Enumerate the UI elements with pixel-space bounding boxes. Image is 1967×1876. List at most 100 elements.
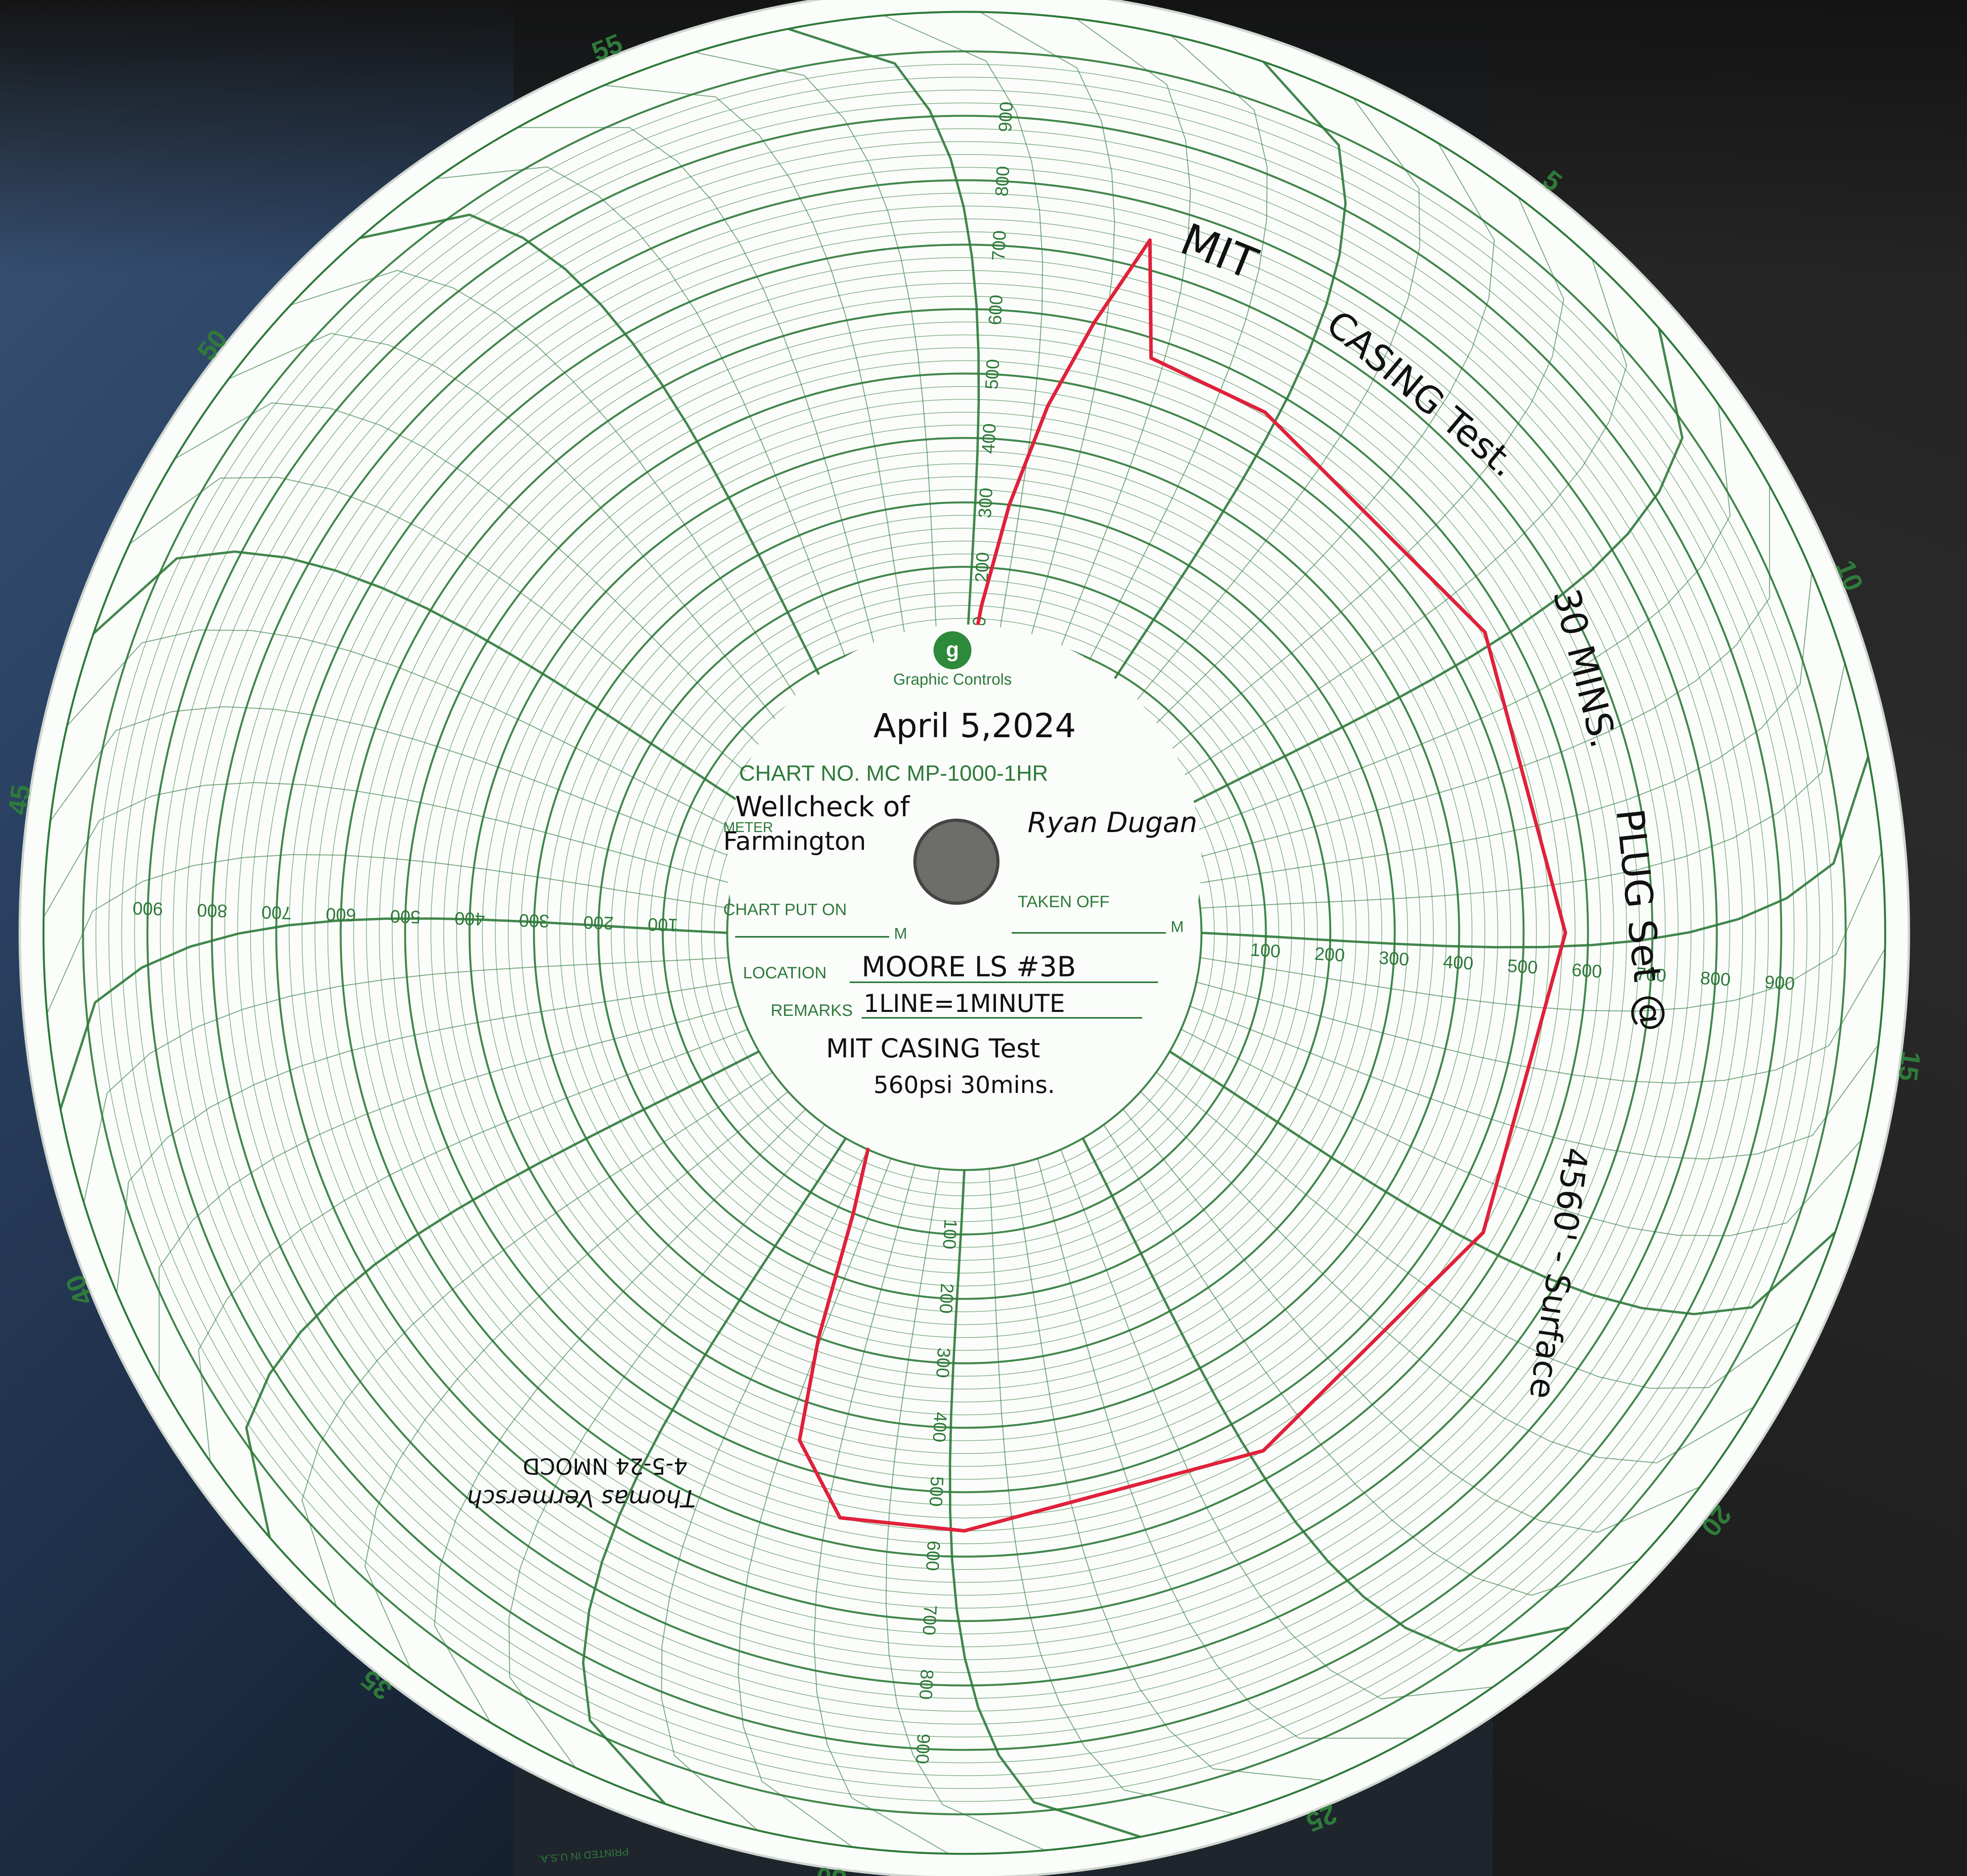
time-line — [508, 1124, 826, 1768]
time-line — [1201, 756, 1869, 949]
range-tick-label: 200 — [1314, 943, 1346, 966]
range-tick-label: 600 — [1571, 959, 1603, 982]
range-tick-label: 300 — [1378, 947, 1410, 970]
chart-put-on-m: M — [894, 925, 907, 942]
time-line — [988, 1168, 1234, 1814]
time-line — [1082, 1138, 1569, 1652]
range-tick-label: 300 — [932, 1347, 954, 1378]
time-line — [1169, 328, 1684, 815]
witness-signature-block: Thomas Vermersch 4-5-24 NMOCD — [467, 1453, 696, 1512]
time-line — [46, 854, 729, 1014]
pressure-trace — [798, 238, 1567, 1533]
pressure-ring — [559, 528, 1369, 1338]
meter-label: METER — [723, 819, 773, 835]
remarks-label: REMARKS — [771, 1001, 853, 1019]
chart-grid — [42, 11, 1886, 1855]
pressure-ring — [649, 618, 1279, 1248]
pressure-ring — [224, 193, 1705, 1673]
time-line — [1122, 143, 1495, 757]
range-tick-label: 800 — [197, 900, 228, 921]
remarks-value: 1LINE=1MINUTE — [864, 989, 1065, 1018]
center-hub — [913, 819, 1000, 905]
pressure-ring — [302, 270, 1627, 1596]
pressure-ring — [353, 321, 1576, 1544]
time-line — [517, 127, 892, 708]
time-line — [1140, 196, 1565, 775]
location-label: LOCATION — [743, 963, 827, 982]
range-tick-label: 900 — [1764, 972, 1795, 994]
time-line — [158, 1006, 739, 1380]
time-tick-label: 45 — [2, 783, 36, 816]
range-tick-label: 900 — [994, 101, 1017, 132]
time-line — [66, 629, 748, 837]
time-line — [83, 957, 729, 1203]
brand-logo-icon — [934, 631, 971, 669]
pressure-trace-line — [798, 238, 1567, 1533]
range-tick-label: 500 — [926, 1476, 948, 1507]
pressure-ring — [636, 605, 1292, 1261]
range-tick-label: 600 — [922, 1540, 944, 1571]
time-line — [434, 1109, 806, 1723]
pressure-ring — [572, 540, 1357, 1325]
time-line — [436, 166, 869, 717]
pressure-ring — [185, 154, 1743, 1712]
time-line — [198, 1029, 748, 1462]
pressure-ring — [121, 89, 1808, 1776]
pressure-ring — [327, 296, 1601, 1570]
range-tick-label: 200 — [583, 912, 614, 934]
pressure-ring — [430, 399, 1498, 1467]
time-line — [1190, 1006, 1879, 1160]
time-line — [1082, 61, 1347, 729]
taken-off-label: TAKEN OFF — [1018, 892, 1110, 911]
printed-in-usa: PRINTED IN U.S.A. — [538, 1846, 629, 1865]
pressure-ring — [392, 360, 1537, 1506]
time-line — [1156, 259, 1628, 794]
pressure-ring — [146, 115, 1782, 1751]
time-line — [1196, 572, 1812, 884]
range-tick-label: 300 — [519, 910, 549, 931]
pressure-ring — [198, 167, 1730, 1699]
pressure-ring — [495, 463, 1434, 1402]
range-tick-label: 600 — [326, 904, 356, 925]
pressure-ring — [275, 243, 1654, 1622]
time-line — [301, 1072, 773, 1607]
time-line — [661, 1149, 869, 1831]
time-line — [949, 1170, 1141, 1838]
pressure-ring — [95, 64, 1833, 1802]
pressure-ring — [482, 450, 1447, 1415]
pressure-ring — [546, 515, 1382, 1351]
pressure-ring — [443, 411, 1486, 1454]
time-line — [1181, 404, 1731, 837]
time-line — [1169, 1050, 1836, 1315]
pressure-ring — [404, 372, 1525, 1493]
time-tick-label: 15 — [1892, 1049, 1926, 1083]
pressure-ring — [624, 592, 1305, 1274]
pressure-ring — [314, 283, 1614, 1583]
pressure-ring — [533, 501, 1396, 1365]
brand-logo-letter: g — [946, 638, 959, 662]
pressure-ring — [611, 579, 1318, 1287]
pressure-ring — [339, 308, 1589, 1558]
note-line-2: 560psi 30mins. — [873, 1071, 1055, 1099]
time-line — [228, 332, 806, 757]
pressure-ring — [468, 437, 1460, 1429]
brand-name: Graphic Controls — [893, 671, 1012, 688]
time-line — [1060, 35, 1268, 717]
range-labels: 100 200 300 400 500 600 700 800 900 100 200 300 400 5… — [132, 101, 1795, 1765]
operator-signature: Ryan Dugan — [1028, 806, 1198, 839]
range-tick-label: 400 — [978, 423, 1000, 454]
witness-signature: Thomas Vermersch — [467, 1484, 696, 1512]
time-line — [174, 402, 788, 775]
time-line — [92, 550, 760, 815]
pressure-ring — [417, 386, 1511, 1480]
range-tick-label: 500 — [981, 359, 1003, 390]
time-line — [604, 85, 916, 701]
pressure-ring — [507, 476, 1421, 1390]
time-line — [1200, 852, 1882, 1012]
time-line — [50, 706, 739, 860]
range-tick-label: 100 — [1250, 939, 1281, 962]
time-line — [694, 51, 940, 697]
time-line — [1103, 98, 1420, 742]
range-tick-label: 500 — [1507, 955, 1539, 978]
